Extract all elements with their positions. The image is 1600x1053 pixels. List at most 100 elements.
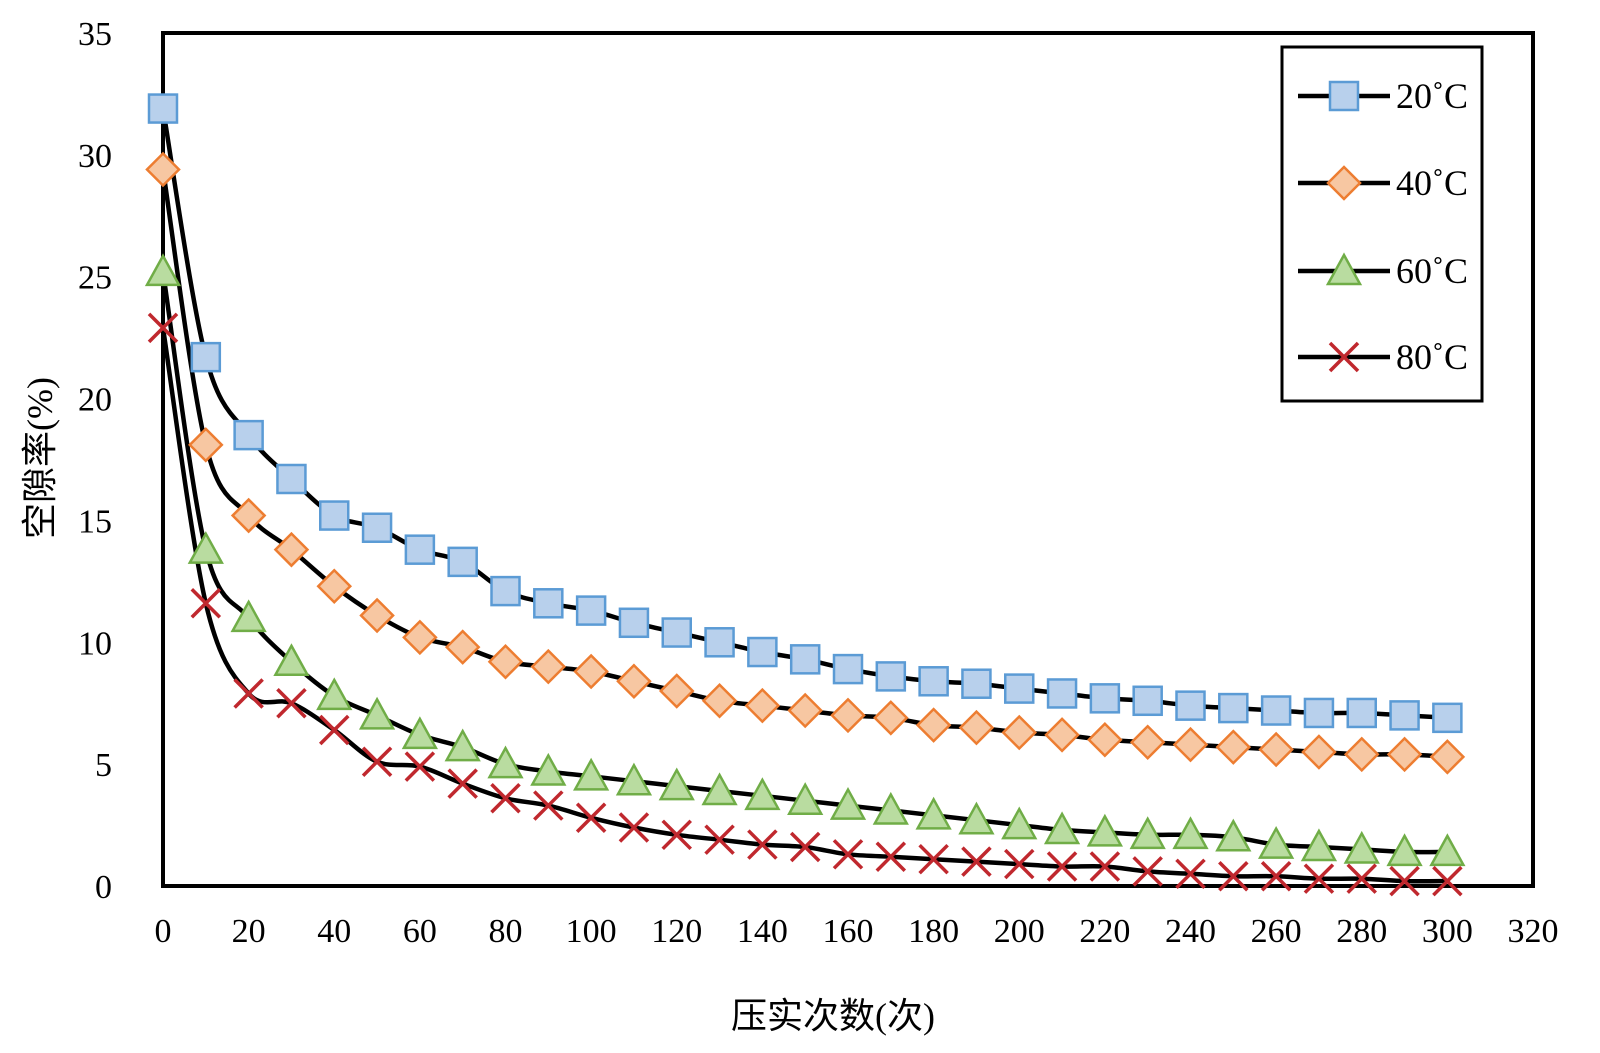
- data-point: [1218, 861, 1249, 892]
- data-point: [233, 419, 264, 451]
- series-line: [160, 271, 1448, 855]
- series-line: [160, 108, 1448, 721]
- data-point: [701, 772, 738, 806]
- y-tick-label: 10: [78, 625, 112, 662]
- data-point: [1215, 729, 1252, 765]
- legend-label: 60˚C: [1396, 251, 1468, 291]
- data-point: [487, 644, 524, 680]
- x-tick-label: 220: [1079, 913, 1130, 950]
- data-point: [1175, 858, 1206, 890]
- data-point: [444, 728, 481, 762]
- data-point: [787, 782, 824, 815]
- data-point: [530, 752, 567, 786]
- data-point: [830, 697, 866, 734]
- data-point: [661, 819, 692, 851]
- legend: 20˚C 40˚C 60˚C 80˚C: [1280, 45, 1484, 403]
- data-point: [233, 678, 264, 709]
- data-point: [701, 683, 738, 719]
- data-point: [658, 673, 695, 709]
- data-point: [1432, 865, 1463, 897]
- data-point: [1044, 717, 1080, 753]
- data-point: [1429, 833, 1466, 867]
- x-tick-label: 140: [737, 913, 788, 950]
- data-point: [1132, 685, 1163, 717]
- data-point: [618, 607, 650, 639]
- data-point: [358, 696, 396, 730]
- data-point: [1087, 722, 1123, 758]
- data-point: [744, 687, 781, 724]
- y-axis-ticks: 0 5 10 15 20 25 30 35: [78, 16, 112, 906]
- data-point: [404, 534, 436, 565]
- data-point: [958, 801, 995, 835]
- data-point: [1089, 683, 1121, 714]
- data-point: [490, 783, 521, 814]
- x-tick-label: 120: [651, 913, 702, 950]
- data-point: [276, 463, 307, 495]
- data-point: [875, 841, 907, 872]
- data-point: [1386, 833, 1423, 867]
- y-tick-label: 30: [78, 138, 112, 175]
- x-tick-label: 160: [823, 913, 874, 950]
- data-point: [1046, 678, 1078, 709]
- data-point: [230, 497, 267, 534]
- legend-marker: [1325, 252, 1363, 286]
- legend-marker: [1326, 165, 1362, 201]
- x-tick-label: 40: [317, 913, 351, 950]
- data-point: [789, 644, 821, 675]
- legend-box: [1280, 45, 1484, 403]
- data-point: [1043, 811, 1081, 845]
- data-point: [918, 666, 949, 697]
- data-point: [1004, 673, 1035, 704]
- data-point: [1086, 813, 1123, 847]
- data-point: [1389, 700, 1420, 731]
- data-point: [533, 790, 564, 821]
- x-tick-label: 80: [489, 913, 523, 950]
- x-tick-label: 320: [1508, 913, 1559, 950]
- data-point: [1258, 731, 1294, 768]
- data-point: [789, 831, 821, 863]
- data-point: [787, 692, 823, 729]
- data-point: [1001, 714, 1038, 751]
- data-point: [747, 829, 778, 860]
- x-tick-label: 240: [1165, 913, 1216, 950]
- data-point: [487, 745, 524, 779]
- data-point: [147, 312, 179, 344]
- y-tick-label: 35: [78, 16, 112, 53]
- data-point: [273, 643, 310, 677]
- x-tick-label: 200: [994, 913, 1045, 950]
- x-tick-label: 180: [908, 913, 959, 950]
- data-point: [1218, 692, 1249, 724]
- data-point: [615, 762, 653, 796]
- data-point: [1172, 726, 1209, 763]
- data-point: [872, 791, 909, 825]
- data-point: [704, 627, 735, 658]
- x-axis-title: 压实次数(次): [731, 996, 935, 1036]
- data-point: [147, 93, 179, 124]
- data-point: [575, 595, 607, 626]
- legend-marker: [1328, 80, 1360, 112]
- data-point: [187, 531, 224, 564]
- data-point: [1004, 848, 1035, 880]
- data-point: [316, 568, 353, 604]
- y-tick-label: 25: [78, 260, 112, 297]
- y-tick-label: 20: [78, 382, 112, 419]
- data-point: [1046, 851, 1078, 882]
- data-point: [661, 617, 692, 648]
- data-point: [1175, 690, 1206, 721]
- data-point: [1303, 697, 1335, 729]
- data-point: [402, 619, 438, 656]
- data-point: [958, 709, 995, 746]
- data-point: [873, 700, 909, 736]
- data-point: [1386, 736, 1423, 773]
- data-point: [1346, 697, 1377, 729]
- y-tick-label: 0: [95, 869, 112, 906]
- data-point: [145, 151, 181, 188]
- data-point: [573, 653, 609, 690]
- data-point: [1089, 851, 1121, 882]
- data-point: [404, 751, 436, 782]
- data-point: [359, 597, 395, 634]
- data-point: [1260, 861, 1292, 892]
- series-markers: [144, 93, 1466, 897]
- data-point: [1001, 806, 1038, 840]
